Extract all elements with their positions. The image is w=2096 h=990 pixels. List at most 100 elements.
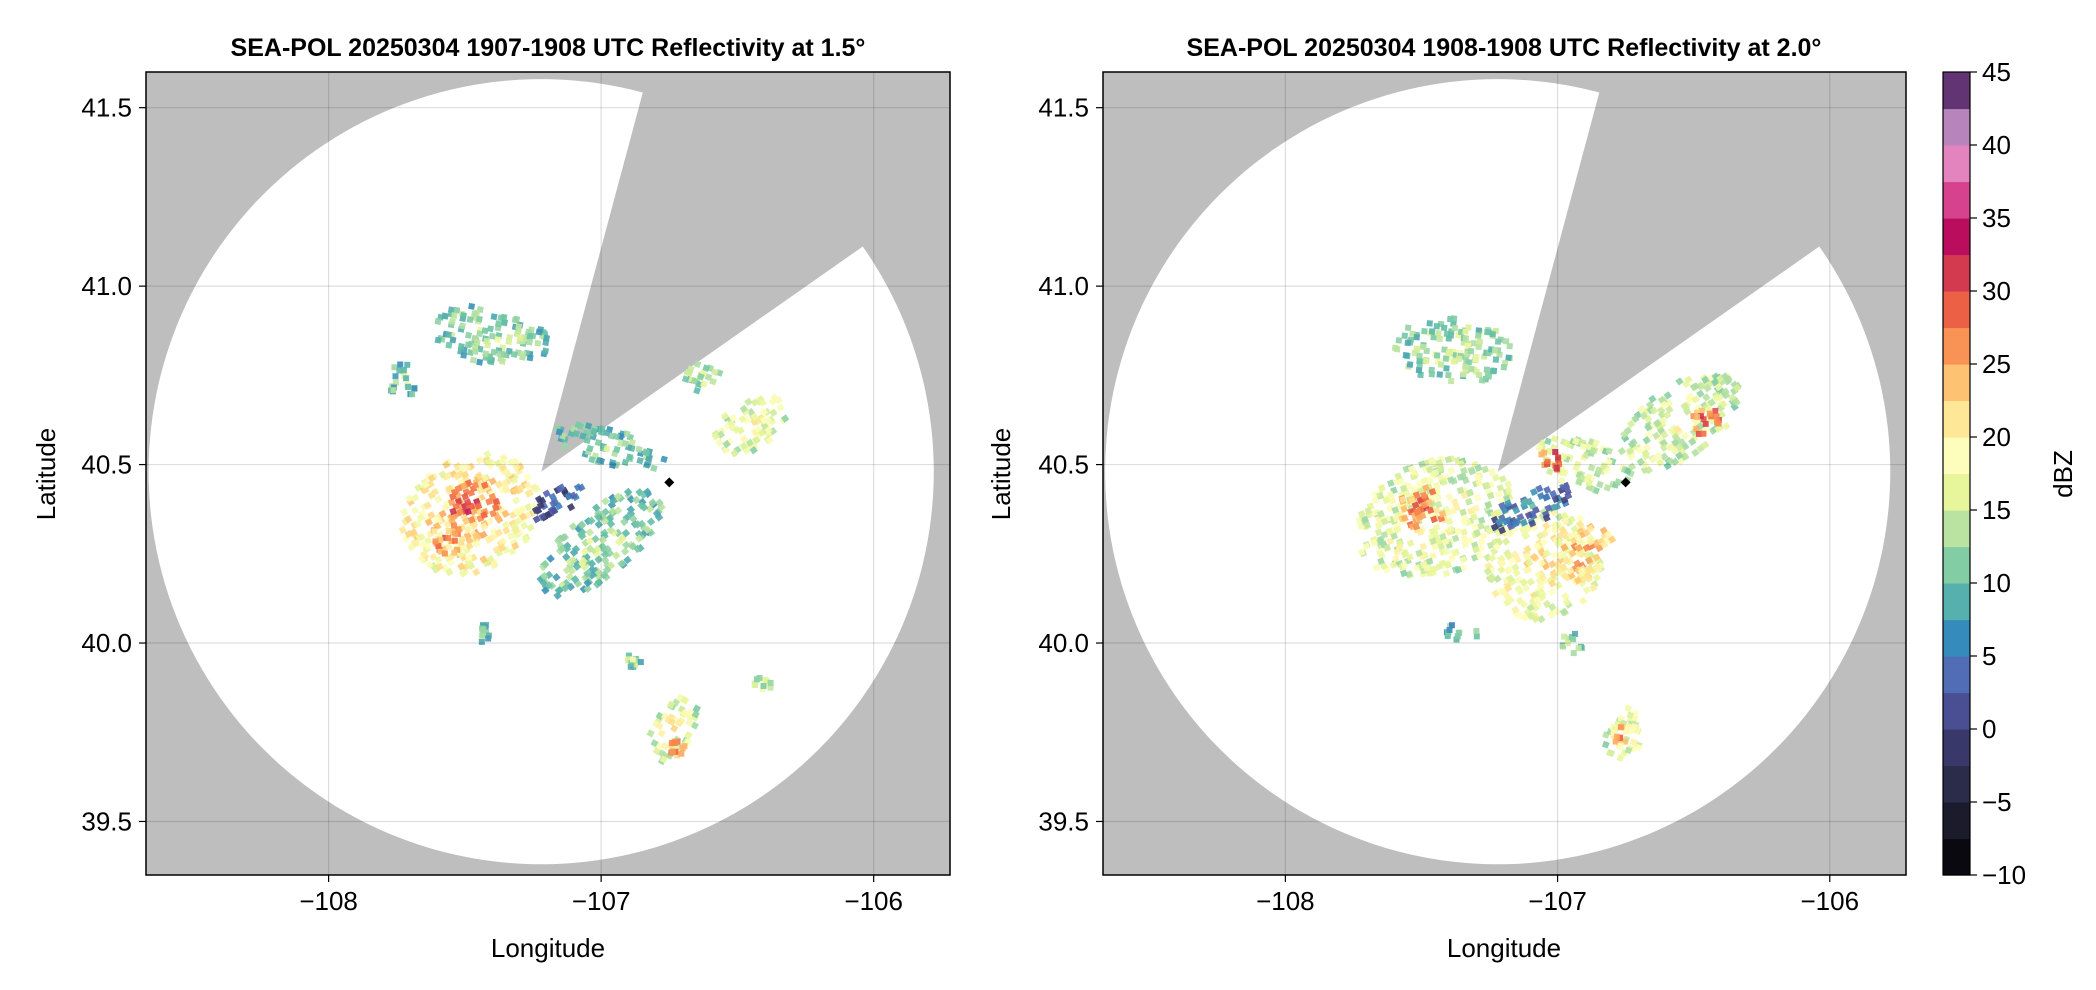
colorbar-swatch	[1943, 72, 1970, 110]
panel-1: SEA-POL 20250304 1907-1908 UTC Reflectiv…	[31, 34, 951, 963]
panel-1-echo-13	[751, 674, 774, 692]
colorbar-tick-label: 5	[1982, 641, 1996, 671]
panel-2-site-marker	[1620, 477, 1631, 488]
colorbar-swatch	[1943, 765, 1970, 803]
colorbar-swatch	[1943, 510, 1970, 548]
colorbar: −10 −5 0 5 10 15 20 25 30 35 40 45 dBZ	[1942, 57, 2078, 890]
panel-2-echo-1	[1355, 455, 1515, 579]
panel-1-ytick-label: 40.0	[81, 628, 132, 658]
panel-2-echo-13	[1443, 622, 1480, 643]
colorbar-swatch	[1943, 254, 1970, 292]
colorbar-tick-label: 0	[1982, 714, 1996, 744]
panel-2-grid	[1103, 72, 1906, 875]
colorbar-swatch	[1943, 692, 1970, 730]
colorbar-swatch	[1943, 108, 1970, 146]
colorbar-tick-label: 35	[1982, 203, 2011, 233]
panel-2-yticks: 39.5 40.0 40.5 41.0 41.5	[1038, 93, 1103, 836]
colorbar-swatch	[1943, 473, 1970, 511]
panel-2-xtick-label: −108	[1256, 886, 1315, 916]
panel-1-echo-12	[668, 738, 688, 759]
colorbar-swatch	[1943, 327, 1970, 365]
panel-1-grid	[146, 72, 950, 875]
panel-1-xlabel: Longitude	[491, 933, 605, 963]
panel-1-echoes	[387, 302, 790, 766]
colorbar-tick-label: −5	[1982, 787, 2012, 817]
colorbar-tick-label: 30	[1982, 276, 2011, 306]
panel-2-echo-5	[1490, 481, 1573, 535]
panel-2-ytick-label: 39.5	[1038, 806, 1089, 836]
panel-2-plot-area	[1103, 72, 1906, 875]
panel-2-ytick-label: 40.5	[1038, 450, 1089, 480]
colorbar-swatch	[1943, 400, 1970, 438]
panel-2-ytick-label: 40.0	[1038, 628, 1089, 658]
colorbar-swatch	[1943, 218, 1970, 256]
panel-2-frame	[1102, 71, 1907, 876]
panel-1-xtick-label: −108	[299, 886, 358, 916]
panel-2-echoes	[1355, 315, 1742, 763]
colorbar-swatch	[1943, 619, 1970, 657]
panel-1-echo-3	[430, 522, 465, 557]
colorbar-ticks: −10 −5 0 5 10 15 20 25 30 35 40 45	[1970, 57, 2026, 890]
panel-2-ytick-label: 41.0	[1038, 271, 1089, 301]
panel-2-xlabel: Longitude	[1447, 933, 1561, 963]
panel-2-echo-2	[1398, 483, 1447, 531]
panel-1-xticks: −108 −107 −106	[299, 875, 903, 916]
colorbar-tick-label: 25	[1982, 349, 2011, 379]
panel-1-ytick-label: 41.0	[81, 271, 132, 301]
colorbar-tick-label: 10	[1982, 568, 2011, 598]
colorbar-tick-label: 40	[1982, 130, 2011, 160]
panel-1-radar-coverage	[148, 79, 934, 865]
panel-1-yticks: 39.5 40.0 40.5 41.0 41.5	[81, 93, 146, 836]
colorbar-swatch	[1943, 437, 1970, 475]
panel-2-radar-coverage	[1105, 79, 1891, 865]
panel-1-echo-9	[434, 302, 551, 366]
panel-1-xtick-label: −106	[844, 886, 903, 916]
colorbar-swatch	[1943, 291, 1970, 329]
colorbar-swatch	[1943, 802, 1970, 840]
panel-1-echo-6	[553, 421, 668, 472]
colorbar-tick-label: 20	[1982, 422, 2011, 452]
panel-2-xtick-label: −107	[1528, 886, 1587, 916]
panel-1-echo-5	[531, 483, 586, 524]
panel-2-ytick-label: 41.5	[1038, 93, 1089, 123]
colorbar-swatch	[1943, 546, 1970, 584]
panel-2-title: SEA-POL 20250304 1908-1908 UTC Reflectiv…	[1187, 34, 1822, 62]
panel-1-echo-14	[478, 622, 492, 645]
colorbar-swatch	[1943, 729, 1970, 767]
colorbar-frame	[1942, 71, 1971, 876]
panel-2-echo-7	[1538, 449, 1563, 473]
panel-2-xtick-label: −106	[1800, 886, 1859, 916]
panel-1-ylabel: Latitude	[31, 428, 61, 521]
colorbar-swatch	[1943, 364, 1970, 402]
panel-2-echo-10	[1391, 315, 1514, 385]
panel-1-site-marker	[664, 477, 675, 488]
panel-2-echo-4	[1556, 522, 1617, 585]
panel-1-xtick-label: −107	[572, 886, 631, 916]
panel-1-title: SEA-POL 20250304 1907-1908 UTC Reflectiv…	[231, 34, 866, 62]
panel-1-ytick-label: 40.5	[81, 450, 132, 480]
panel-2-ylabel: Latitude	[986, 428, 1016, 521]
panel-2: SEA-POL 20250304 1908-1908 UTC Reflectiv…	[986, 34, 1907, 963]
colorbar-label: dBZ	[2048, 450, 2078, 498]
panel-1-echo-15	[625, 652, 644, 670]
panel-1-frame	[145, 71, 951, 876]
panel-1-echo-2	[447, 479, 501, 524]
panel-1-echo-10	[387, 361, 418, 398]
colorbar-tick-label: 15	[1982, 495, 2011, 525]
colorbar-swatch	[1943, 656, 1970, 694]
panel-1-echo-8	[681, 360, 724, 395]
panel-1-echo-7	[711, 393, 790, 458]
colorbar-swatches	[1943, 72, 1970, 876]
panel-2-echo-9	[1690, 407, 1722, 437]
colorbar-swatch	[1943, 583, 1970, 621]
panel-1-echo-4	[536, 487, 666, 600]
panel-1-ytick-label: 41.5	[81, 93, 132, 123]
panel-2-echo-14	[1559, 630, 1586, 657]
panel-2-echo-12	[1610, 723, 1629, 750]
panel-1-ytick-label: 39.5	[81, 806, 132, 836]
colorbar-tick-label: 45	[1982, 57, 2011, 87]
panel-2-xticks: −108 −107 −106	[1256, 875, 1859, 916]
colorbar-swatch	[1943, 181, 1970, 219]
colorbar-tick-label: −10	[1982, 860, 2026, 890]
